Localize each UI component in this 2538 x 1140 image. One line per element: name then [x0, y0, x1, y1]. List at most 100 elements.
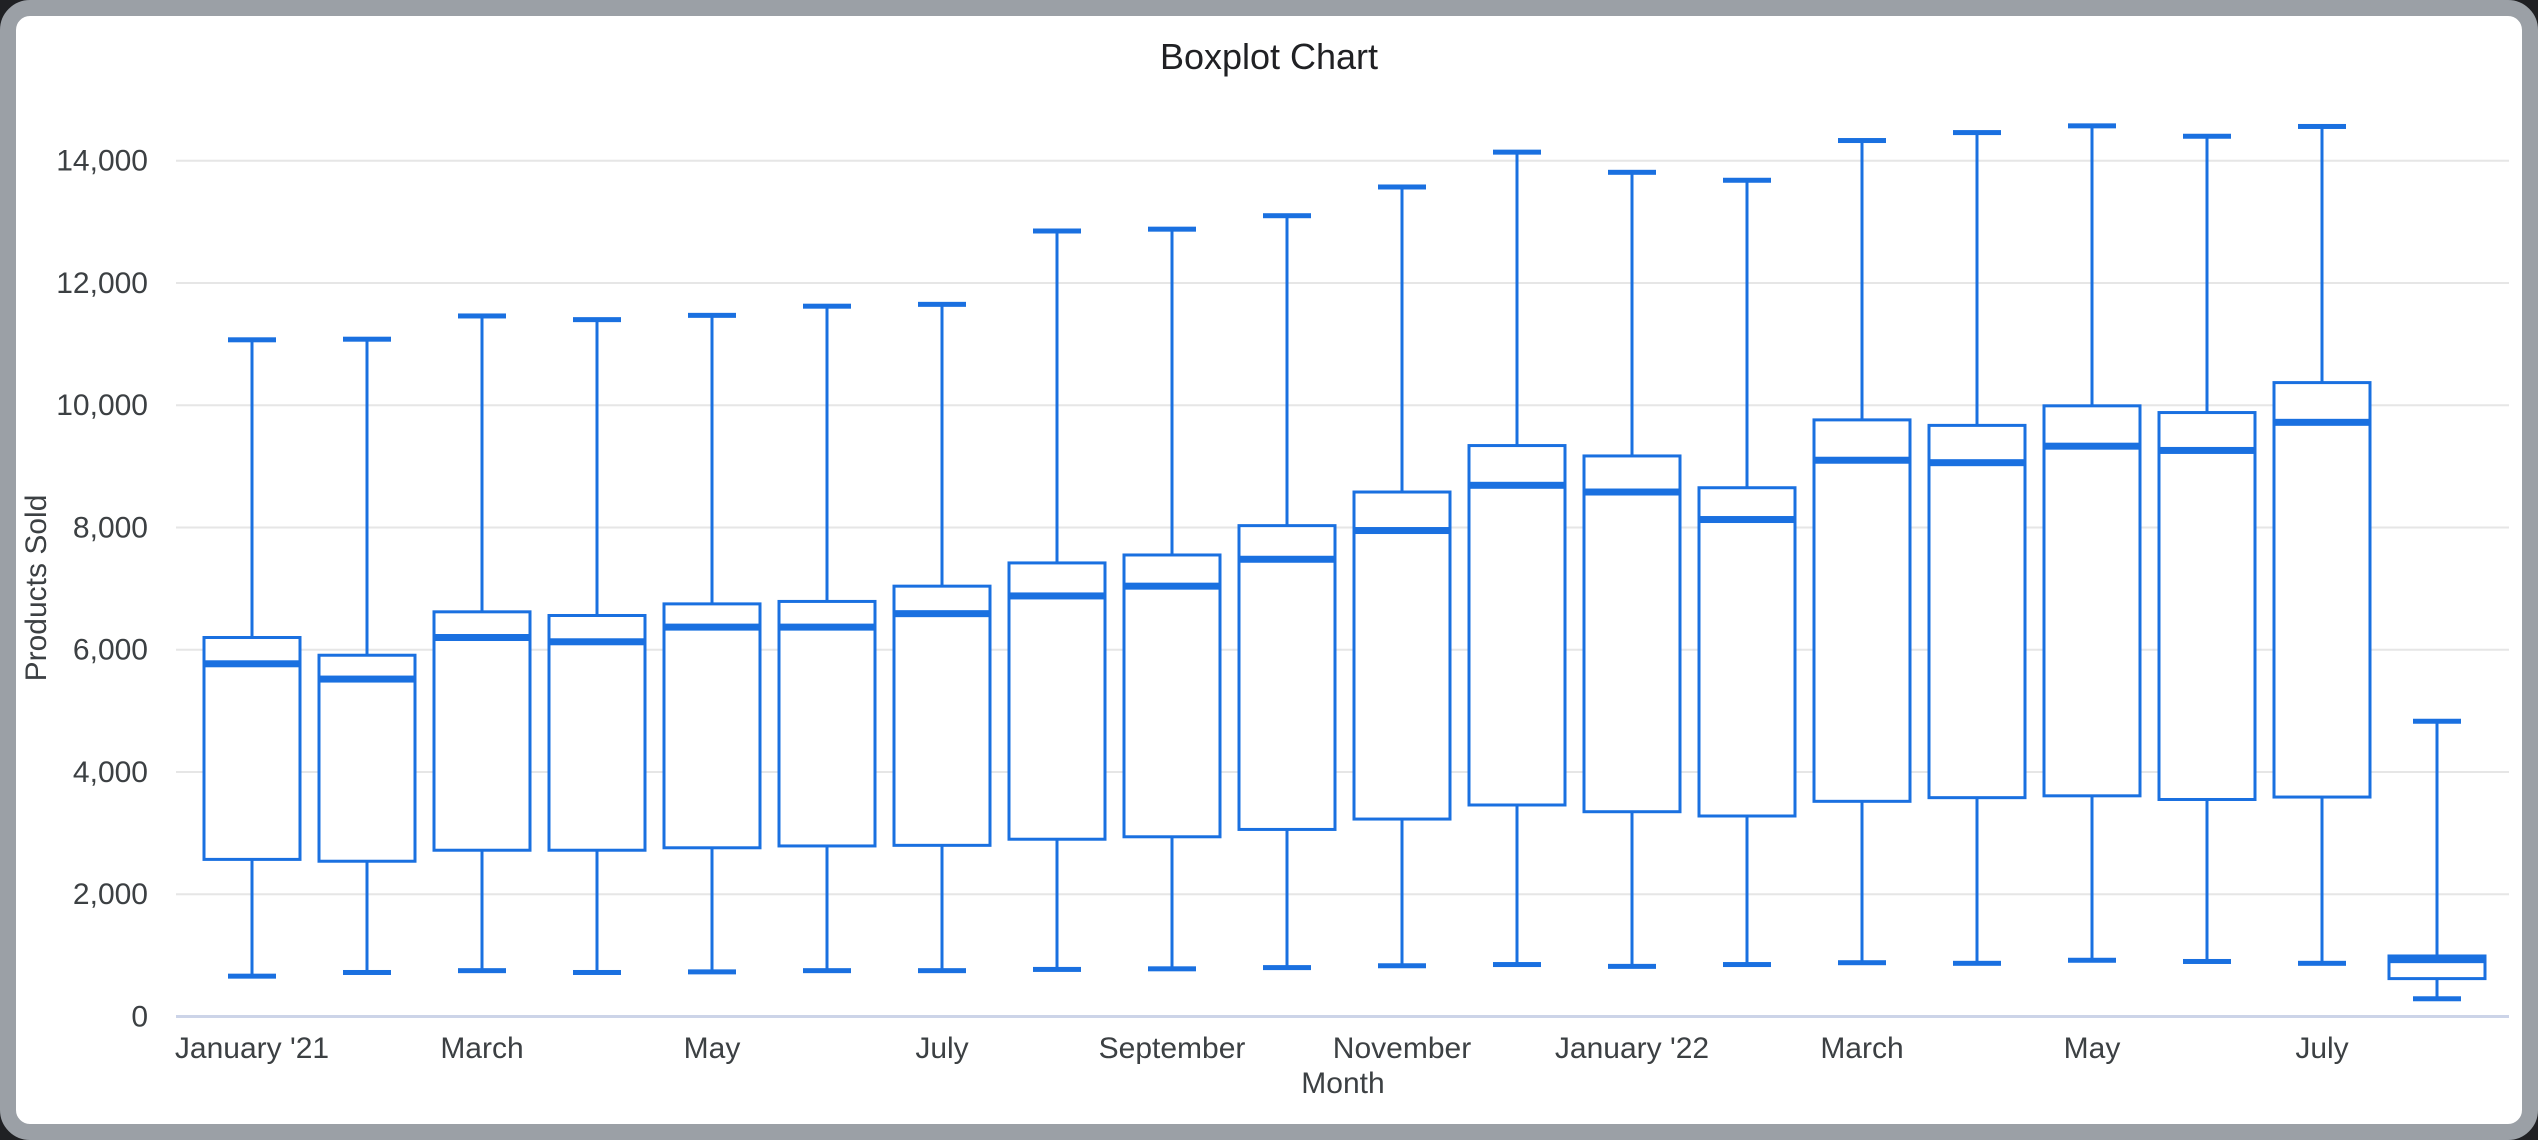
- x-tick-label: May: [684, 1032, 741, 1065]
- iqr-box: [662, 602, 762, 850]
- x-tick-label: May: [2064, 1032, 2121, 1065]
- median-line: [1469, 481, 1565, 489]
- boxplot-january-21: [202, 337, 302, 979]
- x-tick-label: March: [1820, 1032, 1903, 1065]
- iqr-box: [777, 599, 877, 848]
- max-cap: [918, 301, 966, 307]
- max-cap: [1953, 130, 2001, 136]
- x-tick-label: September: [1099, 1032, 1246, 1065]
- median-line: [1814, 456, 1910, 464]
- max-cap: [1378, 184, 1426, 190]
- median-line: [434, 634, 530, 642]
- y-tick-label: 2,000: [73, 878, 148, 911]
- min-cap: [2413, 996, 2461, 1002]
- iqr-box: [1812, 418, 1912, 803]
- max-cap: [1148, 226, 1196, 232]
- iqr-box: [1467, 444, 1567, 807]
- max-cap: [1723, 177, 1771, 183]
- min-cap: [1378, 963, 1426, 969]
- x-axis-title: Month: [1301, 1067, 1384, 1100]
- min-cap: [1493, 962, 1541, 968]
- x-tick-label: January '21: [175, 1032, 329, 1065]
- median-line: [1009, 592, 1105, 600]
- y-axis-tick-labels: 0 2,000 4,000 6,000 8,000 10,000 12,000 14,000: [56, 145, 148, 1034]
- boxplot-january-22: [1582, 169, 1682, 969]
- y-axis-title: Products Sold: [20, 495, 53, 682]
- y-tick-label: 10,000: [56, 389, 148, 422]
- max-cap: [1033, 228, 1081, 234]
- median-line: [779, 623, 875, 631]
- median-line: [549, 638, 645, 646]
- iqr-box: [1352, 490, 1452, 821]
- min-cap: [1608, 963, 1656, 969]
- max-cap: [2183, 133, 2231, 139]
- min-cap: [803, 968, 851, 974]
- iqr-box: [1582, 454, 1682, 814]
- median-line: [1124, 582, 1220, 590]
- median-line: [1584, 488, 1680, 496]
- y-tick-label: 0: [131, 1001, 148, 1034]
- boxplot-november-21: [1352, 184, 1452, 969]
- min-cap: [1033, 966, 1081, 972]
- x-tick-label: November: [1333, 1032, 1471, 1065]
- median-line: [319, 675, 415, 683]
- boxplot-may-21: [662, 312, 762, 975]
- max-cap: [2068, 123, 2116, 129]
- median-line: [2159, 446, 2255, 454]
- median-line: [664, 623, 760, 631]
- max-cap: [458, 313, 506, 319]
- x-tick-label: July: [2295, 1032, 2348, 1065]
- max-cap: [688, 312, 736, 318]
- iqr-box: [1007, 561, 1107, 841]
- min-cap: [1953, 960, 2001, 966]
- min-cap: [918, 968, 966, 974]
- max-cap: [1493, 149, 1541, 155]
- iqr-box: [1122, 553, 1222, 839]
- x-tick-label: July: [915, 1032, 968, 1065]
- x-tick-label: January '22: [1555, 1032, 1709, 1065]
- min-cap: [458, 968, 506, 974]
- chart-title: Boxplot Chart: [1160, 36, 1378, 77]
- min-cap: [343, 969, 391, 975]
- min-cap: [2068, 957, 2116, 963]
- boxplot-august-22: [2387, 718, 2487, 1002]
- boxplot-march-21: [432, 313, 532, 974]
- x-axis-tick-labels: January '21 March May July September November…: [175, 1032, 2349, 1065]
- boxplot-june-22: [2157, 133, 2257, 964]
- x-tick-label: March: [440, 1032, 523, 1065]
- min-cap: [573, 969, 621, 975]
- median-line: [2274, 418, 2370, 426]
- y-tick-label: 12,000: [56, 267, 148, 300]
- min-cap: [2298, 960, 2346, 966]
- median-line: [1354, 527, 1450, 535]
- y-tick-label: 6,000: [73, 634, 148, 667]
- max-cap: [2298, 123, 2346, 129]
- boxplot-series: [202, 123, 2487, 1002]
- max-cap: [573, 317, 621, 323]
- y-tick-label: 8,000: [73, 511, 148, 544]
- boxplot-december-21: [1467, 149, 1567, 968]
- max-cap: [2413, 718, 2461, 724]
- min-cap: [2183, 958, 2231, 964]
- min-cap: [688, 969, 736, 975]
- max-cap: [1608, 169, 1656, 175]
- boxplot-july-22: [2272, 123, 2372, 966]
- min-cap: [228, 973, 276, 979]
- y-tick-label: 14,000: [56, 145, 148, 178]
- max-cap: [1838, 138, 1886, 144]
- iqr-box: [1237, 524, 1337, 831]
- boxplot-april-21: [547, 317, 647, 975]
- min-cap: [1723, 962, 1771, 968]
- median-line: [204, 660, 300, 668]
- iqr-box: [2042, 404, 2142, 798]
- y-tick-label: 4,000: [73, 756, 148, 789]
- boxplot-august-21: [1007, 228, 1107, 972]
- boxplot-october-21: [1237, 213, 1337, 971]
- max-cap: [1263, 213, 1311, 219]
- iqr-box: [432, 610, 532, 852]
- iqr-box: [2157, 411, 2257, 801]
- min-cap: [1263, 965, 1311, 971]
- max-cap: [228, 337, 276, 343]
- boxplot-july-21: [892, 301, 992, 974]
- min-cap: [1148, 966, 1196, 972]
